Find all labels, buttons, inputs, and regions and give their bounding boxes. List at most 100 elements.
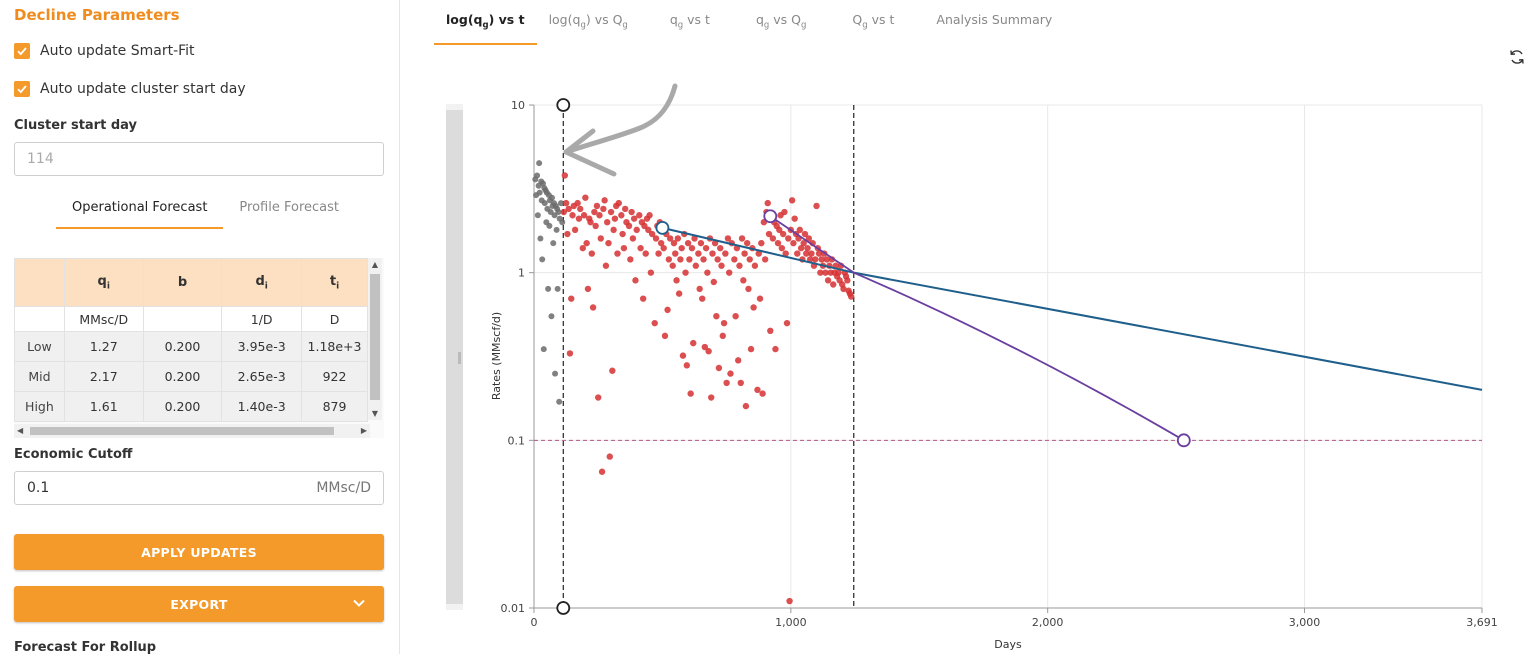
data-point: [823, 256, 830, 263]
data-point: [652, 235, 660, 242]
data-point: [776, 226, 783, 234]
data-point: [788, 197, 796, 204]
cell-qi[interactable]: 1.61: [63, 391, 144, 422]
y-tick-label: 0.1: [508, 434, 526, 447]
annotation-arrow-shaft: [563, 83, 678, 155]
data-point: [569, 212, 576, 219]
auto-cluster-row[interactable]: Auto update cluster start day: [14, 81, 246, 97]
cluster-start-input[interactable]: 114: [14, 142, 384, 176]
table-units-row: MMsc/D 1/D D: [14, 306, 368, 332]
excluded-data-point: [539, 256, 546, 263]
auto-cluster-checkbox[interactable]: [14, 81, 30, 97]
table-vertical-scrollbar[interactable]: ▲ ▼: [368, 258, 382, 420]
data-point: [577, 205, 584, 213]
excluded-data-point: [536, 189, 543, 196]
tab-log-rate-vs-cumulative[interactable]: log(qg) vs Qg: [548, 12, 628, 31]
x-tick-label: 3,000: [1289, 616, 1321, 629]
cell-di[interactable]: 3.95e-3: [221, 331, 303, 362]
auto-smart-fit-row[interactable]: Auto update Smart-Fit: [14, 43, 195, 59]
scroll-thumb[interactable]: [30, 427, 334, 435]
cutoff-end-handle[interactable]: [1176, 433, 1191, 448]
data-point: [560, 208, 567, 216]
data-point: [610, 226, 617, 234]
tab-cumulative-vs-time[interactable]: Qg vs t: [852, 12, 895, 31]
data-point: [691, 235, 698, 242]
cell-b[interactable]: 0.200: [142, 391, 223, 422]
scroll-right-icon[interactable]: ▶: [360, 426, 367, 435]
cell-ti[interactable]: 922: [301, 361, 368, 392]
data-point: [591, 208, 598, 216]
zoom-slider-handle-bottom[interactable]: [446, 604, 463, 610]
data-point: [565, 205, 572, 213]
data-point: [700, 256, 707, 263]
zoom-slider-handle-top[interactable]: [446, 104, 463, 110]
scroll-down-icon[interactable]: ▼: [371, 409, 379, 418]
tab-log-rate-vs-time[interactable]: log(qg) vs t: [434, 0, 537, 45]
auto-smart-fit-checkbox[interactable]: [14, 43, 30, 59]
axes: 0 1,000 2,000 3,000 3,691 10 1 0.1 0.01 Days Rates…: [490, 99, 1498, 651]
data-point: [593, 202, 601, 210]
x-tick-label: 2,000: [1032, 616, 1064, 629]
scroll-up-icon[interactable]: ▲: [371, 260, 379, 269]
scroll-left-icon[interactable]: ◀: [17, 426, 24, 435]
data-point: [628, 208, 635, 216]
high-forecast-line: [769, 215, 1185, 442]
data-point: [756, 295, 764, 302]
data-point: [835, 269, 842, 276]
zoom-slider-grip[interactable]: [458, 352, 461, 364]
data-point: [709, 250, 716, 257]
chevron-down-icon[interactable]: [352, 596, 366, 610]
data-point: [719, 332, 726, 340]
data-point: [607, 208, 615, 216]
cell-qi[interactable]: 1.27: [63, 331, 144, 362]
cell-b[interactable]: 0.200: [142, 331, 223, 362]
table-horizontal-scrollbar[interactable]: ◀ ▶: [14, 424, 370, 438]
fit-markers[interactable]: [556, 98, 1191, 615]
zoom-slider-track[interactable]: [446, 104, 463, 610]
data-point: [655, 250, 662, 257]
cell-qi[interactable]: 2.17: [63, 361, 144, 392]
economic-cutoff-input[interactable]: 0.1 MMsc/D: [14, 471, 384, 505]
data-point: [692, 262, 700, 269]
cluster-start-top-handle[interactable]: [556, 98, 571, 112]
high-fit-handle[interactable]: [763, 209, 778, 224]
data-point: [806, 256, 814, 263]
tab-operational-forecast[interactable]: Operational Forecast: [56, 196, 224, 229]
data-point: [657, 239, 665, 247]
data-point: [769, 235, 777, 242]
cluster-start-bottom-handle[interactable]: [556, 601, 571, 615]
tab-profile-forecast[interactable]: Profile Forecast: [239, 200, 339, 215]
tab-rate-vs-cumulative[interactable]: qg vs Qg: [755, 12, 807, 31]
cell-ti[interactable]: 1.18e+3: [301, 331, 368, 362]
table-row[interactable]: Low 1.27 0.200 3.95e-3 1.18e+3: [14, 331, 368, 362]
cluster-start-label: Cluster start day: [14, 118, 137, 133]
data-point: [742, 402, 750, 410]
export-button[interactable]: EXPORT: [14, 586, 384, 622]
data-point: [600, 205, 607, 213]
data-point: [715, 364, 723, 372]
data-point: [702, 244, 710, 252]
data-point: [684, 239, 692, 247]
mid-fit-handle[interactable]: [655, 220, 670, 235]
data-point: [574, 199, 581, 207]
cell-b[interactable]: 0.200: [142, 361, 223, 392]
cell-ti[interactable]: 879: [301, 391, 368, 422]
cell-di[interactable]: 2.65e-3: [221, 361, 303, 392]
data-point: [602, 262, 610, 269]
cell-di[interactable]: 1.40e-3: [221, 391, 303, 422]
data-point: [561, 172, 569, 179]
scroll-thumb[interactable]: [370, 274, 380, 400]
excluded-data-point: [534, 172, 541, 179]
tab-analysis-summary[interactable]: Analysis Summary: [936, 12, 1053, 27]
decline-chart[interactable]: 0 1,000 2,000 3,000 3,691 10 1 0.1 0.01 Days Rates…: [430, 80, 1510, 654]
data-point: [704, 269, 711, 276]
data-point: [713, 312, 720, 320]
table-row[interactable]: High 1.61 0.200 1.40e-3 879: [14, 391, 368, 422]
tab-rate-vs-time[interactable]: qg vs t: [669, 12, 710, 31]
data-point: [830, 281, 837, 288]
excluded-data-point: [546, 222, 553, 229]
table-row[interactable]: Mid 2.17 0.200 2.65e-3 922: [14, 361, 368, 392]
refresh-icon[interactable]: [1508, 48, 1526, 66]
data-point: [625, 222, 633, 230]
apply-updates-button[interactable]: APPLY UPDATES: [14, 534, 384, 570]
